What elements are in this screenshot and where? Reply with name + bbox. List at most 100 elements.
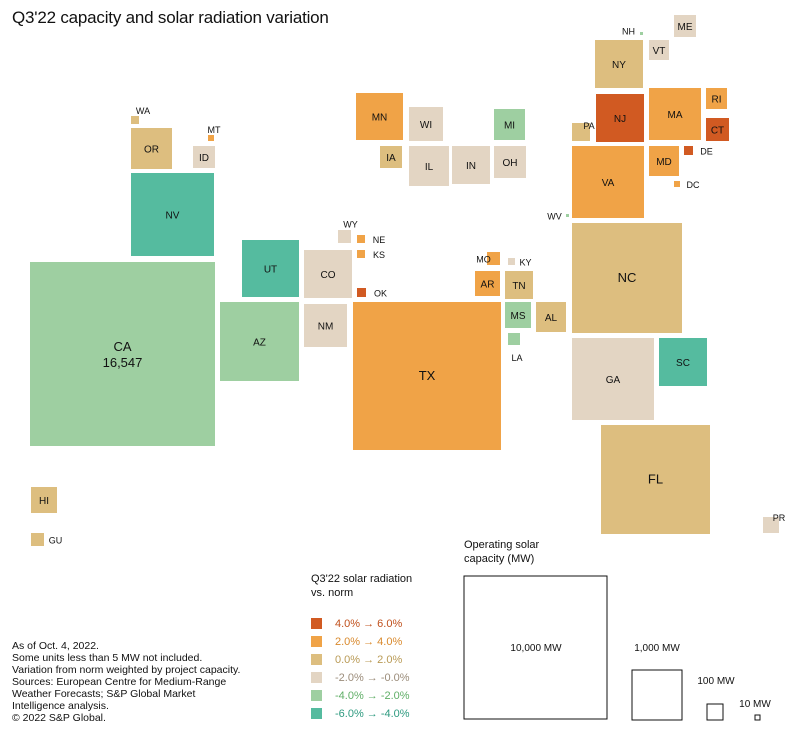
state-label-ok: OK [374,289,387,299]
size-legend-title-line1: Operating solar [464,539,540,551]
state-tile-az [220,302,299,381]
legend-item: -6.0% → -4.0% [311,708,410,720]
state-label-pa: PA [583,121,594,131]
legend-swatch [311,690,322,701]
note-line: Intelligence analysis. [12,700,109,712]
size-legend-title: Operating solar capacity (MW) [464,538,539,566]
state-label-la: LA [511,353,522,363]
state-label-de: DE [700,147,713,157]
state-label-wa: WA [136,106,150,116]
legend-label: 4.0% → 6.0% [335,618,403,630]
state-tile-me [674,15,696,37]
size-key-square [706,703,724,721]
legend-item: -2.0% → -0.0% [311,672,410,684]
state-label-il: IL [425,162,434,173]
state-label-al: AL [545,313,558,324]
state-tile-ks [357,250,365,258]
state-label-md: MD [656,157,672,168]
legend-item: 0.0% → 2.0% [311,654,402,666]
state-label-ar: AR [481,280,495,291]
state-tile-hi [31,487,57,513]
legend-swatch [311,654,322,665]
state-label-ny: NY [612,60,626,71]
state-label-nc: NC [618,270,637,285]
state-label-ne: NE [373,235,386,245]
state-tile-ne [357,235,365,243]
note-line: Weather Forecasts; S&P Global Market [12,688,196,700]
state-tile-ga [572,338,654,420]
state-tile-id [193,146,215,168]
state-tile-sc [659,338,707,386]
state-tile-ar [475,271,500,296]
state-label-wv: WV [547,212,562,222]
state-label-tx: TX [419,368,436,383]
state-tile-pa [572,123,590,141]
state-label-ks: KS [373,250,385,260]
state-value-ca: 16,547 [103,355,143,370]
state-tile-tx [353,302,501,450]
note-line: Variation from norm weighted by project … [12,664,241,676]
chart-title: Q3'22 capacity and solar radiation varia… [12,8,329,27]
state-tile-de [684,146,693,155]
legend-item: 2.0% → 4.0% [311,636,402,648]
size-key-square [754,714,761,721]
state-label-ma: MA [668,110,683,121]
state-tile-pr [763,517,779,533]
state-tile-mt [208,135,214,141]
state-tile-ma [649,88,701,140]
state-label-co: CO [321,270,336,281]
state-label-mo: MO [476,255,491,265]
state-tile-in [452,146,490,184]
legend-item: -4.0% → -2.0% [311,690,410,702]
state-label-tn: TN [512,281,525,292]
state-label-va: VA [602,178,615,189]
state-label-wy: WY [343,220,358,230]
legend-label: -4.0% → -2.0% [335,690,410,702]
state-tile-or [131,128,172,169]
state-label-wi: WI [420,120,432,131]
state-tile-nh [640,32,643,35]
state-tile-co [304,250,352,298]
state-tile-gu [31,533,44,546]
size-key-square [631,669,683,721]
legend-label: -2.0% → -0.0% [335,672,410,684]
state-tile-la [508,333,520,345]
state-tile-md [649,146,679,176]
state-label-ga: GA [606,375,621,386]
state-tile-ut [242,240,299,297]
state-label-id: ID [199,153,209,164]
color-legend-title-line2: vs. norm [311,587,354,599]
note-line: As of Oct. 4, 2022. [12,640,99,652]
size-key-label: 100 MW [697,676,735,687]
legend-label: 2.0% → 4.0% [335,636,403,648]
size-key-square [463,575,608,720]
state-label-fl: FL [648,472,663,487]
legend-item: 4.0% → 6.0% [311,618,402,630]
state-tile-mo [487,252,500,265]
legend-swatch [311,618,322,629]
state-tile-ct [706,118,729,141]
note-line: Sources: European Centre for Medium-Rang… [12,676,227,688]
state-tile-ny [595,40,643,88]
state-tile-wy [338,230,351,243]
legend-label: 0.0% → 2.0% [335,654,403,666]
state-label-nm: NM [318,322,334,333]
state-label-or: OR [144,145,159,156]
state-tile-ms [505,302,531,328]
legend-swatch [311,672,322,683]
state-tile-nc [572,223,682,333]
state-label-mn: MN [372,113,388,124]
state-tile-vt [649,40,669,60]
state-tile-wi [409,107,443,141]
state-tile-fl [601,425,710,534]
state-label-mi: MI [504,121,515,132]
size-key-label: 10,000 MW [510,643,562,654]
state-label-dc: DC [687,180,700,190]
state-label-me: ME [678,22,693,33]
state-label-ia: IA [386,153,396,164]
state-label-nj: NJ [614,114,626,125]
state-label-oh: OH [503,158,518,169]
legend-swatch [311,708,322,719]
state-label-nh: NH [622,27,635,37]
color-legend-title: Q3'22 solar radiation vs. norm [311,572,412,600]
